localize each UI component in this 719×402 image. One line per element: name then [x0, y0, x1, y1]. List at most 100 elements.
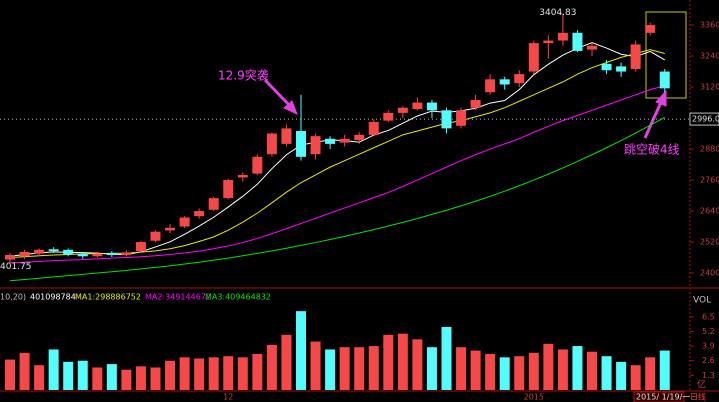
- candle-body: [281, 128, 292, 144]
- candle-body: [354, 134, 365, 141]
- volume-bar: [296, 311, 306, 390]
- candle-body: [63, 249, 74, 255]
- volume-bar: [106, 364, 117, 390]
- candle-body: [572, 32, 583, 51]
- volume-bar: [208, 357, 219, 390]
- vol-header: 401098784: [30, 293, 76, 302]
- volume-bar: [194, 358, 205, 390]
- candle-body: [325, 138, 336, 144]
- candle-body: [426, 102, 437, 111]
- candle-body: [5, 254, 15, 260]
- candle-body: [470, 99, 481, 108]
- candle-body: [194, 211, 205, 217]
- y-tick-label: 2760: [700, 176, 719, 185]
- volume-bar: [659, 350, 670, 390]
- volume-bar: [325, 349, 336, 390]
- volume-bar: [557, 349, 568, 390]
- date-label: 2015/ 1/19/一: [636, 393, 690, 402]
- volume-bar: [456, 347, 467, 390]
- candle-body: [135, 242, 146, 252]
- candle-body: [397, 107, 408, 113]
- volume-bar: [165, 360, 176, 390]
- volume-bar: [339, 347, 350, 390]
- candle-body: [310, 136, 321, 155]
- volume-bar: [121, 369, 132, 390]
- volume-bar: [499, 357, 510, 390]
- volume-bar: [281, 334, 292, 390]
- volume-bar: [48, 349, 59, 390]
- candle-body: [77, 253, 88, 257]
- vol-header: MA3:409464832: [205, 293, 271, 302]
- volume-bar: [310, 341, 321, 390]
- y-tick-label: 2400: [700, 269, 719, 278]
- volume-bar: [485, 353, 496, 390]
- volume-bar: [252, 353, 263, 390]
- volume-bar: [179, 357, 190, 390]
- y-tick-label: 3240: [700, 52, 719, 61]
- candle-body: [485, 79, 496, 93]
- volume-bar: [572, 346, 583, 390]
- volume-bar: [135, 366, 146, 390]
- volume-bar: [19, 352, 30, 390]
- candle-body: [441, 110, 452, 129]
- candle-body: [630, 44, 641, 69]
- candle-body: [150, 231, 161, 241]
- volume-bar: [587, 351, 597, 390]
- candle-body: [252, 156, 263, 174]
- candle-body: [296, 130, 306, 157]
- y-tick-label: 3360: [700, 21, 719, 30]
- candle-body: [48, 249, 59, 252]
- volume-bar: [150, 367, 161, 390]
- ma-line: [9, 85, 665, 264]
- candle-body: [543, 40, 554, 44]
- candle-body: [106, 252, 117, 255]
- candle-body: [645, 25, 656, 33]
- volume-bar: [5, 359, 15, 390]
- frame: [0, 0, 719, 392]
- candle-body: [339, 138, 350, 143]
- vol-tick-label: 5.2: [702, 327, 715, 336]
- ma-line: [9, 116, 665, 282]
- vol-tick-label: 3.9: [702, 342, 715, 351]
- vol-tick-label: 2.6: [702, 356, 715, 365]
- candle-body: [237, 174, 248, 178]
- candle-body: [412, 102, 423, 110]
- candle-body: [383, 112, 394, 121]
- volume-bar: [528, 352, 539, 390]
- candle-body: [587, 45, 597, 50]
- volume-bar: [223, 356, 234, 390]
- x-tick-label: 2015: [524, 393, 544, 402]
- volume-bar: [266, 344, 277, 390]
- candle-body: [165, 227, 176, 231]
- y-tick-label: 2640: [700, 207, 719, 216]
- candle-body: [616, 66, 627, 72]
- candle-body: [92, 253, 103, 257]
- annotation-arrows: [263, 78, 667, 139]
- volume-bar: [383, 334, 394, 390]
- period-label: 日线: [690, 392, 706, 402]
- low-label: 401.75: [0, 262, 32, 272]
- volume-bar: [645, 357, 656, 390]
- volume-bar: [543, 343, 554, 390]
- price-box: [689, 112, 719, 126]
- high-label: 3404.83: [539, 8, 576, 18]
- vol-header: MA1:298886752: [75, 293, 141, 302]
- candle-body: [528, 43, 539, 72]
- y-tick-label: 2880: [700, 145, 719, 154]
- candle-body: [19, 251, 30, 257]
- y-tick-label: 3120: [700, 83, 719, 92]
- volume-bar: [514, 356, 525, 390]
- volume-bar: [616, 361, 627, 390]
- candle-body: [601, 63, 612, 71]
- candle-body: [368, 121, 379, 135]
- candle-body: [208, 198, 219, 210]
- volume-bar: [630, 365, 641, 390]
- volume-bar: [237, 357, 248, 390]
- volume-bar: [441, 326, 452, 390]
- vol-header: 10,20): [0, 293, 26, 302]
- x-tick-label: 12: [223, 393, 233, 402]
- volume-bar: [368, 346, 379, 390]
- volume-bar: [34, 365, 45, 390]
- price-label: 2996.02: [692, 115, 719, 124]
